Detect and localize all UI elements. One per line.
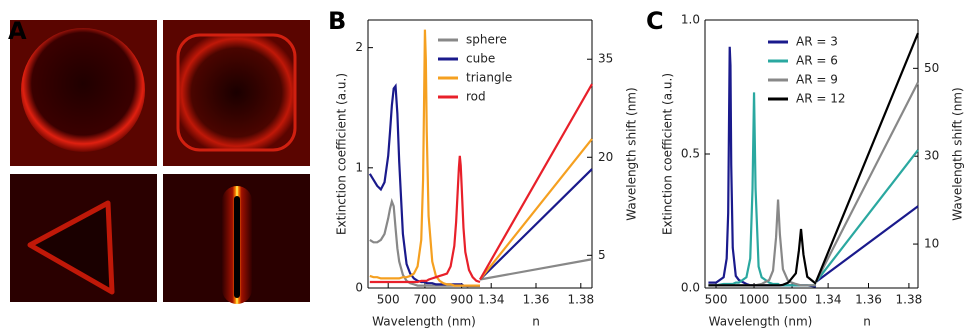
legend-label: rod	[466, 90, 486, 104]
panel-label: A	[8, 17, 27, 45]
series-line	[816, 150, 918, 282]
x-tick-label: 1.36	[855, 293, 882, 307]
y2-axis-label: Wavelength shift (nm)	[625, 87, 639, 220]
y-tick-label: 0.5	[681, 147, 700, 161]
panel-a-images	[10, 20, 310, 304]
series-line	[708, 92, 816, 285]
x-tick-label: 900	[450, 293, 473, 307]
y-tick-label: 1	[355, 160, 363, 174]
x-tick-label: 1.34	[478, 293, 505, 307]
y-tick-label: 0.0	[681, 281, 700, 295]
legend-label: sphere	[466, 33, 507, 47]
y2-tick-label: 5	[598, 248, 606, 262]
y-tick-label: 2	[355, 40, 363, 54]
legend-label: cube	[466, 52, 495, 66]
x-axis-label: Wavelength (nm)	[372, 315, 476, 329]
panel-label: C	[646, 7, 664, 35]
legend-label: AR = 12	[796, 92, 846, 106]
panel-label: B	[328, 7, 346, 35]
y-axis-label: Extinction coefficient (a.u.)	[661, 73, 675, 235]
y-axis-label: Extinction coefficient (a.u.)	[335, 73, 349, 235]
series-line	[370, 30, 480, 286]
x-tick-label: 1.34	[815, 293, 842, 307]
legend-label: AR = 9	[796, 73, 838, 87]
x-tick-label: 1.36	[523, 293, 550, 307]
x-tick-label: 1000	[739, 293, 770, 307]
y2-tick-label: 50	[924, 61, 939, 75]
y2-tick-label: 35	[598, 52, 613, 66]
legend-label: triangle	[466, 71, 512, 85]
x-axis-label: Wavelength (nm)	[709, 315, 813, 329]
series-line	[480, 84, 592, 279]
y2-axis-label: Wavelength shift (nm)	[951, 87, 965, 220]
x-tick-label: 500	[377, 293, 400, 307]
y-tick-label: 0	[355, 281, 363, 295]
figure: A B C 500 700 900 0 1 2 Wavelength (nm) Extinct…	[0, 0, 967, 329]
x-axis-label: n	[863, 315, 871, 329]
series-line	[480, 139, 592, 280]
y2-tick-label: 30	[924, 149, 939, 163]
legend-label: AR = 3	[796, 35, 838, 49]
x-tick-label: 500	[705, 293, 728, 307]
series-line	[816, 82, 918, 281]
y2-tick-label: 20	[598, 150, 613, 164]
y2-tick-label: 10	[924, 237, 939, 251]
legend-label: AR = 6	[796, 54, 838, 68]
y-tick-label: 1.0	[681, 13, 700, 27]
x-tick-label: 1.38	[896, 293, 923, 307]
x-axis-label: n	[532, 315, 540, 329]
x-tick-label: 1.38	[567, 293, 594, 307]
x-tick-label: 1500	[777, 293, 808, 307]
x-tick-label: 700	[413, 293, 436, 307]
